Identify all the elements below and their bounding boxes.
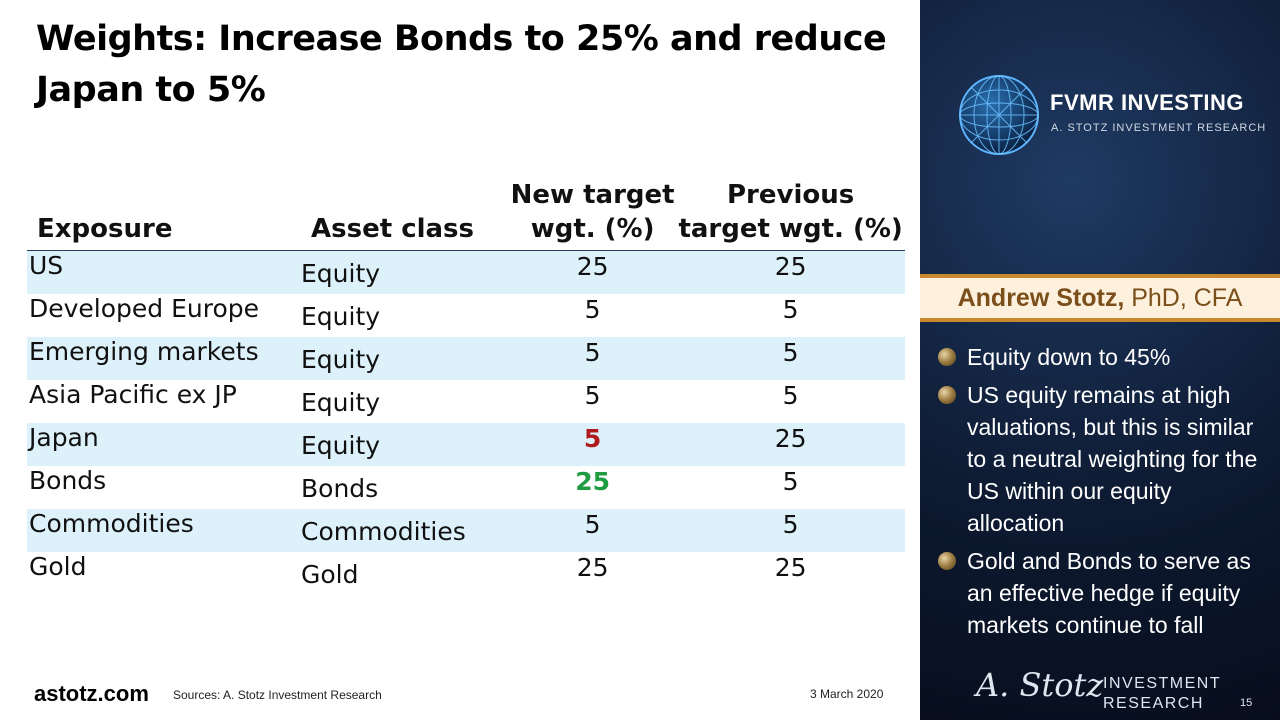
bullet-text: US equity remains at high valuations, bu… [967,382,1258,536]
bullet-sphere-icon [938,348,956,366]
header-previous-target-line1: Previous [726,180,855,210]
decreased-weight-value: 5 [583,424,602,453]
cell-previous-target: 5 [782,295,799,324]
cell-asset-class: Equity [299,423,509,466]
header-new-target-line1: New target [510,180,675,210]
cell-new-target: 5 [509,509,677,552]
footer-date: 3 March 2020 [810,687,884,701]
cell-asset-class: Equity [299,250,509,294]
presenter-credentials: PhD, CFA [1124,284,1243,312]
cell-new-target: 25 [509,250,677,294]
brand-line2: RESEARCH [1103,695,1204,712]
bullet-text: Gold and Bonds to serve as an effective … [967,548,1251,638]
cell-new-target: 25 [576,553,609,582]
cell-new-target: 5 [584,381,601,410]
cell-exposure: Bonds [29,466,107,495]
cell-new-target: 5 [509,423,677,466]
cell-exposure: Emerging markets [27,337,299,380]
cell-previous-target: 5 [676,337,905,380]
header-new-target-line2: wgt. (%) [530,214,655,244]
cell-previous-target: 25 [676,250,905,294]
logo-tagline: A. STOTZ INVESTMENT RESEARCH [1051,122,1267,134]
sidebar-panel: FVMR INVESTING A. STOTZ INVESTMENT RESEA… [920,0,1280,720]
cell-previous-target: 25 [774,553,807,582]
bullet-sphere-icon [938,386,956,404]
increased-weight-value: 25 [575,467,610,496]
cell-exposure: US [27,250,299,294]
page-number: 15 [1240,697,1253,709]
weights-table: Exposure Asset class New target wgt. (%) … [27,178,905,595]
header-asset-class: Asset class [299,178,509,251]
cell-new-target: 5 [584,295,601,324]
brand-wordmark: INVESTMENT RESEARCH [1103,674,1221,714]
header-previous-target-line2: target wgt. (%) [678,214,903,244]
cell-asset-class: Gold [301,560,359,589]
presenter-banner: Andrew Stotz, PhD, CFA [920,274,1280,322]
cell-exposure: Developed Europe [29,294,260,323]
header-asset-class-label: Asset class [311,214,475,244]
cell-asset-class: Equity [301,302,381,331]
cell-exposure: Gold [29,552,87,581]
cell-asset-class: Commodities [299,509,509,552]
signature-logo: A. Stotz [976,666,1104,704]
cell-exposure: Commodities [27,509,299,552]
list-item: US equity remains at high valuations, bu… [938,379,1274,539]
bullet-text: Equity down to 45% [967,344,1171,370]
table-header-row: Exposure Asset class New target wgt. (%) … [27,178,905,251]
table-row: Commodities Commodities 5 5 [27,509,905,552]
brand-line1: INVESTMENT [1103,675,1222,692]
presenter-name: Andrew Stotz, [957,284,1125,312]
cell-previous-target: 25 [676,423,905,466]
table-row: Emerging markets Equity 5 5 [27,337,905,380]
cell-previous-target: 5 [782,381,799,410]
list-item: Equity down to 45% [938,341,1274,373]
cell-asset-class: Equity [301,388,381,417]
slide-title: Weights: Increase Bonds to 25% and reduc… [36,19,887,110]
logo-wordmark: FVMR INVESTING [1050,90,1245,115]
header-exposure-label: Exposure [37,214,173,244]
bullet-sphere-icon [938,552,956,570]
cell-exposure: Japan [27,423,299,466]
table-row: Japan Equity 5 25 [27,423,905,466]
header-new-target: New target wgt. (%) [509,178,676,251]
table-row: US Equity 25 25 [27,250,905,294]
cell-asset-class: Equity [299,337,509,380]
key-points-list: Equity down to 45% US equity remains at … [938,341,1274,647]
table-row: Bonds Bonds 25 5 [27,466,905,509]
cell-previous-target: 5 [676,509,905,552]
cell-new-target: 25 [509,466,676,509]
cell-previous-target: 5 [782,467,799,496]
cell-asset-class: Bonds [301,474,379,503]
list-item: Gold and Bonds to serve as an effective … [938,545,1274,641]
wireframe-globe-icon [959,75,1039,155]
table-row: Gold Gold 25 25 [27,552,905,595]
header-exposure: Exposure [27,178,299,251]
table-row: Asia Pacific ex JP Equity 5 5 [27,380,905,423]
footer-sources: Sources: A. Stotz Investment Research [173,688,382,702]
cell-exposure: Asia Pacific ex JP [29,380,237,409]
table-row: Developed Europe Equity 5 5 [27,294,905,337]
footer-website: astotz.com [34,681,149,706]
header-previous-target: Previous target wgt. (%) [676,178,905,251]
cell-new-target: 5 [509,337,677,380]
